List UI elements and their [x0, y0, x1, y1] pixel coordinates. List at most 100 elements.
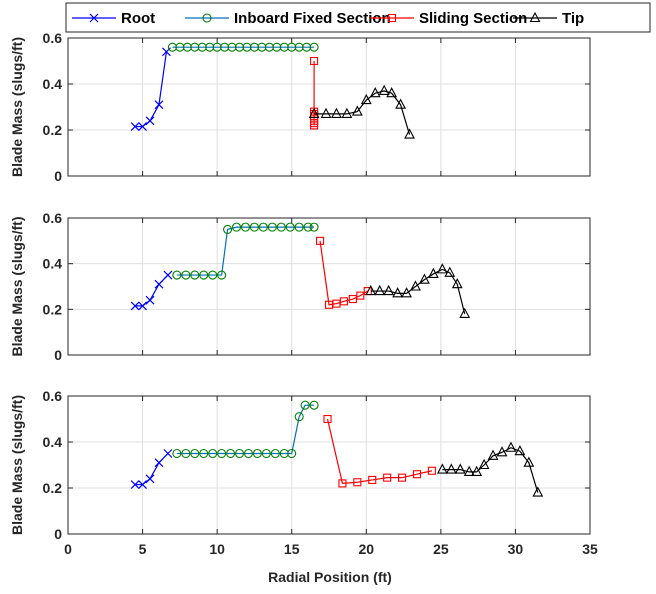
data-point — [138, 301, 147, 311]
legend-marker — [387, 13, 397, 23]
data-point — [243, 448, 254, 459]
data-point — [285, 222, 295, 232]
data-point — [130, 480, 140, 489]
data-point — [294, 222, 304, 232]
data-point — [138, 480, 147, 489]
data-point — [386, 87, 398, 98]
series-inboard-fixed-section — [172, 222, 319, 280]
data-point — [478, 458, 490, 470]
data-point — [419, 273, 430, 284]
data-point — [351, 105, 363, 116]
data-point — [398, 473, 407, 482]
data-point — [208, 270, 218, 280]
data-point — [331, 107, 342, 118]
data-point — [145, 116, 155, 126]
data-point — [341, 107, 353, 118]
y-tick-label: 0.2 — [43, 122, 63, 138]
data-point — [383, 473, 392, 482]
data-point — [309, 222, 319, 232]
data-point-b — [163, 270, 173, 280]
data-point — [514, 445, 526, 456]
data-point — [532, 486, 544, 497]
data-point — [309, 400, 319, 410]
data-point — [471, 465, 483, 476]
x-tick-label: 10 — [209, 541, 225, 557]
data-point-b — [154, 279, 164, 289]
data-point — [252, 448, 262, 459]
x-tick-label: 35 — [582, 541, 598, 557]
legend-marker — [529, 11, 541, 23]
data-point — [395, 98, 407, 109]
series-tip — [308, 84, 415, 139]
data-point — [223, 224, 233, 234]
data-point — [412, 470, 422, 479]
series-line — [176, 404, 315, 455]
data-point — [339, 297, 348, 306]
subplots: 0 0.2 0.4 0.6 Blade Mass (slugs/ft) 0 0.2 0.4 0.… — [9, 30, 598, 557]
legend-label: Root — [121, 10, 155, 27]
data-point — [487, 449, 499, 460]
data-point — [130, 301, 140, 311]
data-point — [181, 270, 191, 280]
legend-entry: Inboard Fixed Section — [185, 10, 391, 27]
data-point — [208, 448, 218, 459]
axes-box — [67, 395, 591, 535]
y-tick-label: 0.2 — [43, 301, 63, 317]
data-point — [249, 222, 259, 232]
data-point-b — [145, 474, 155, 484]
data-point-b — [145, 116, 155, 126]
legend-entry: Sliding Section — [370, 10, 527, 27]
data-point — [309, 42, 319, 52]
data-point — [163, 449, 173, 458]
plot-area — [68, 218, 590, 355]
data-point — [217, 270, 227, 280]
data-point-b — [130, 122, 140, 131]
data-point — [338, 479, 347, 488]
data-point — [353, 478, 362, 487]
data-point — [154, 279, 164, 289]
legend-marker-b — [89, 13, 99, 23]
data-point — [163, 270, 173, 280]
data-point — [190, 270, 200, 280]
data-point — [234, 448, 245, 459]
data-point — [436, 263, 448, 274]
y-tick-label: 0.6 — [43, 388, 63, 404]
series-tip — [365, 263, 471, 318]
y-tick-label: 0.4 — [43, 76, 63, 92]
data-point — [154, 100, 164, 110]
data-point — [240, 222, 251, 232]
data-point-b — [138, 480, 147, 489]
data-point — [300, 400, 310, 410]
series-line — [319, 240, 369, 306]
data-point — [427, 267, 439, 278]
data-point — [320, 107, 332, 118]
data-point — [404, 128, 415, 139]
series-line — [442, 447, 539, 493]
legend-label: Tip — [562, 10, 584, 27]
data-point — [436, 463, 448, 474]
data-point — [369, 87, 381, 98]
y-tick-label: 0.6 — [43, 210, 63, 226]
series-sliding-section — [310, 56, 319, 130]
x-tick-label: 0 — [64, 541, 72, 557]
legend-marker — [202, 13, 212, 23]
subplot-1: 0 0.2 0.4 0.6 Blade Mass (slugs/ft) — [9, 30, 591, 184]
series-line — [326, 418, 433, 485]
data-point — [410, 280, 421, 291]
x-tick-label: 25 — [433, 541, 449, 557]
data-point — [463, 465, 475, 476]
data-point — [261, 448, 271, 459]
axes-box — [67, 37, 591, 177]
legend-marker — [89, 13, 99, 23]
data-point — [427, 466, 436, 475]
data-point-b — [138, 301, 147, 311]
series-line — [176, 226, 315, 276]
data-point — [303, 222, 313, 232]
data-point — [378, 84, 390, 95]
legend-label: Sliding Section — [419, 10, 527, 27]
series-root — [130, 270, 173, 311]
plot-area — [68, 38, 590, 176]
data-point — [368, 475, 377, 485]
y-tick-label: 0.4 — [43, 434, 63, 450]
